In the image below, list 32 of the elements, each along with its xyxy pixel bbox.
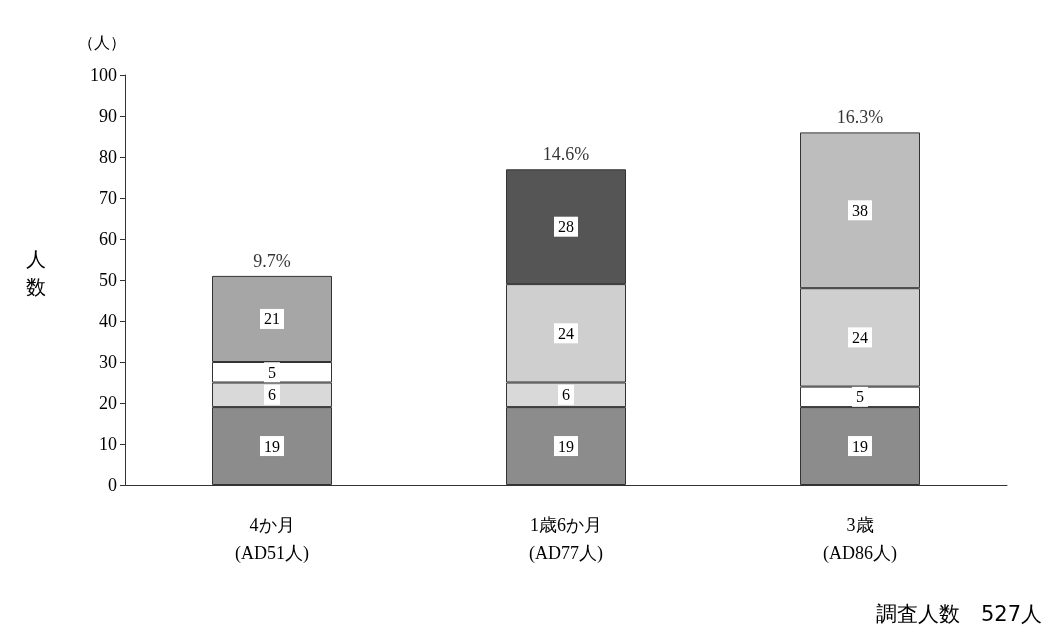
y-tick-label: 60 — [99, 229, 117, 249]
text: （人） — [78, 33, 126, 51]
x-tick-label: 1歳6か月 (AD77人) — [529, 515, 603, 564]
data-label: 5 — [856, 388, 864, 406]
data-label: 24 — [852, 328, 868, 346]
y-tick-label: 90 — [99, 106, 117, 126]
y-tick-label: 20 — [99, 393, 117, 413]
data-label: 6 — [268, 386, 276, 404]
data-label: 19 — [852, 437, 868, 455]
data-label: 21 — [264, 310, 280, 328]
y-tick-label: 80 — [99, 147, 117, 167]
x-tick-label: 4か月 (AD51人) — [235, 515, 309, 564]
text: 調査人数 527人 — [875, 601, 1043, 626]
y-tick-label: 100 — [90, 65, 117, 85]
annotation: 9.7% — [253, 250, 291, 271]
y-axis-title: 人数 — [26, 247, 46, 299]
annotation: 14.6% — [542, 144, 590, 165]
y-tick-label: 70 — [99, 188, 117, 208]
data-label: 5 — [268, 363, 276, 381]
y-tick-label: 0 — [108, 475, 117, 495]
y-tick-label: 10 — [99, 434, 117, 454]
annotation: 16.3% — [836, 107, 884, 128]
data-label: 28 — [558, 218, 574, 236]
data-label: 19 — [558, 437, 574, 455]
data-label: 6 — [562, 386, 570, 404]
x-tick-label: 3歳 (AD86人) — [823, 515, 897, 564]
y-tick-label: 40 — [99, 311, 117, 331]
y-tick-label: 50 — [99, 270, 117, 290]
data-label: 19 — [264, 437, 280, 455]
data-label: 38 — [852, 201, 868, 219]
y-tick-label: 30 — [99, 352, 117, 372]
data-label: 24 — [558, 324, 574, 342]
